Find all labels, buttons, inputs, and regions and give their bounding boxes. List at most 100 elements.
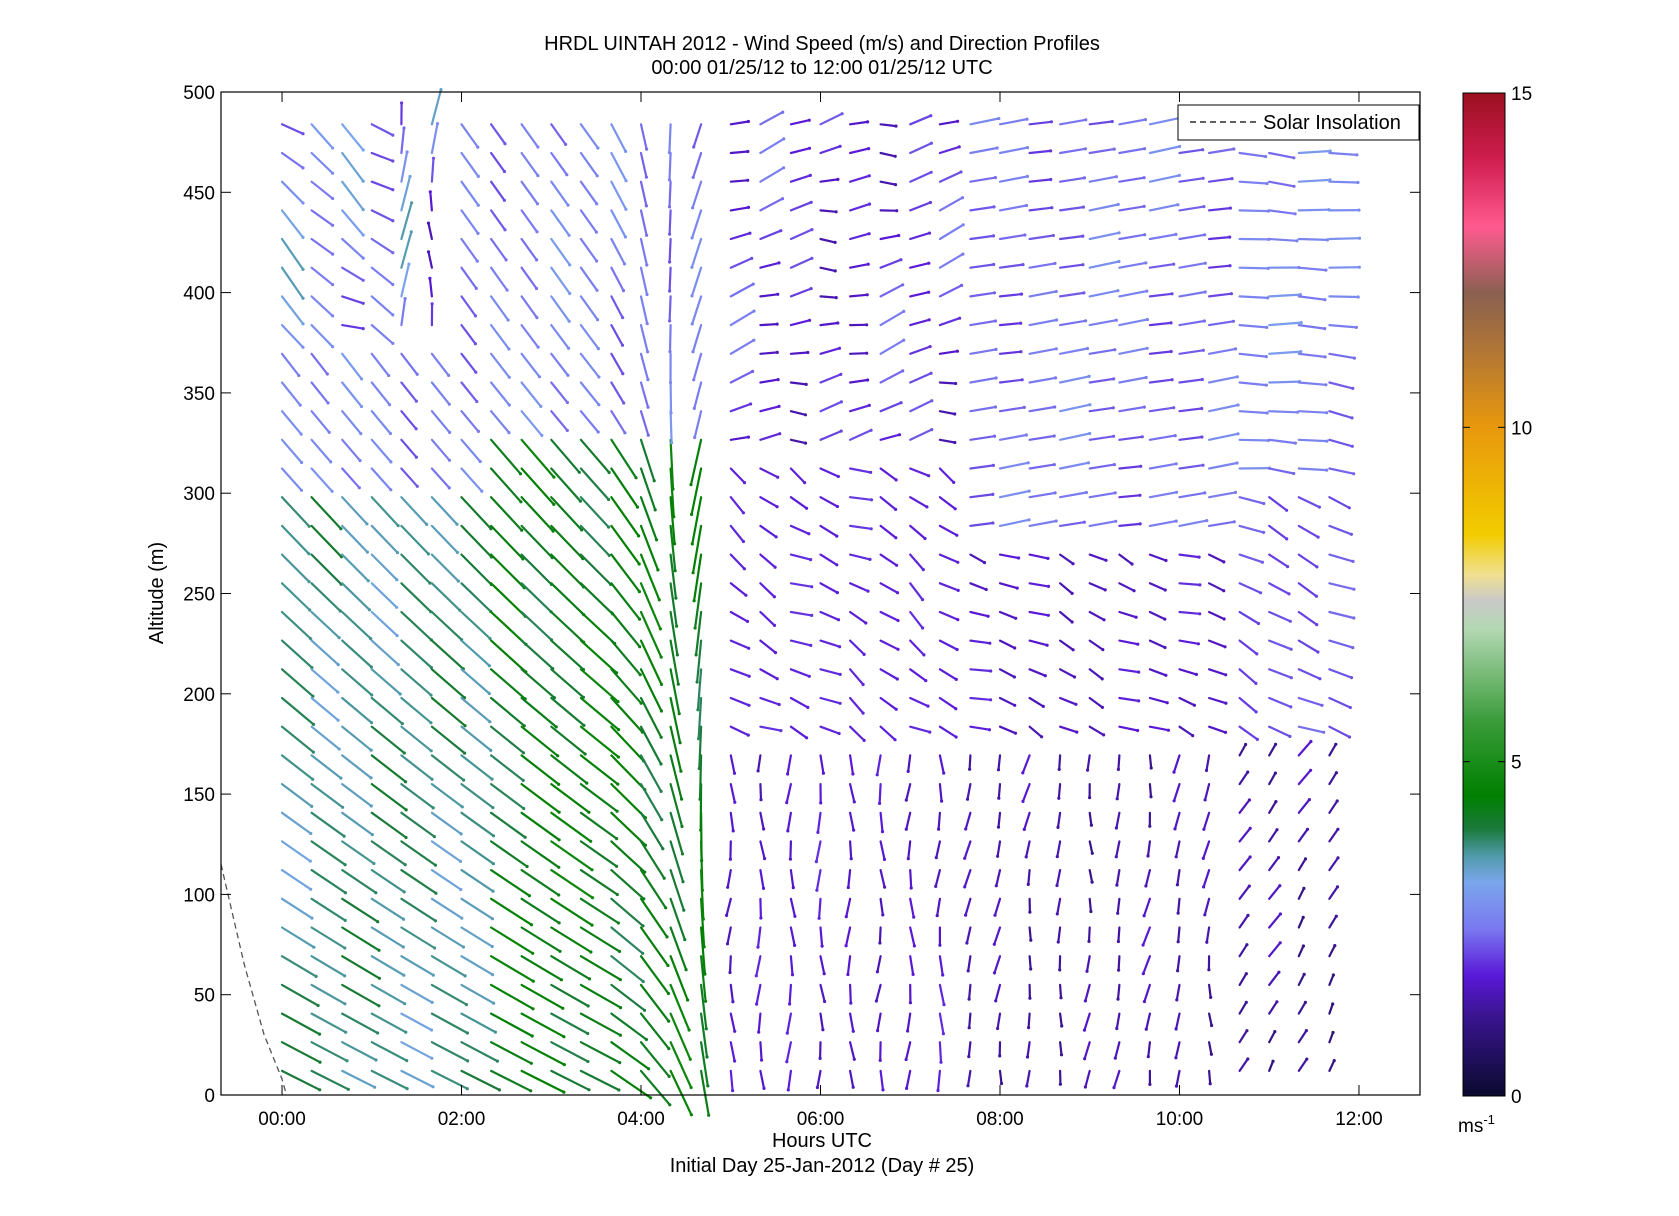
wind-vector: [669, 582, 678, 628]
wind-vector: [370, 524, 399, 554]
wind-vector: [1207, 264, 1232, 269]
wind-vector-head: [607, 525, 611, 529]
wind-vector: [1202, 840, 1211, 860]
wind-vector-head: [1055, 883, 1059, 888]
wind-vector-head: [1136, 642, 1140, 646]
wind-vector-head: [698, 797, 702, 801]
wind-vector: [639, 668, 663, 713]
wind-vector-head: [637, 534, 641, 538]
wind-vector-head: [1357, 208, 1361, 212]
wind-vector: [729, 179, 749, 183]
wind-vector-head: [308, 859, 312, 863]
wind-vector-head: [1086, 461, 1090, 465]
wind-vector-head: [587, 810, 591, 814]
wind-vector: [280, 610, 312, 640]
wind-vector: [909, 725, 931, 734]
wind-vector: [669, 410, 673, 444]
wind-vector: [998, 518, 1031, 528]
wind-vector: [1328, 352, 1356, 360]
wind-vector-head: [668, 319, 672, 323]
wind-vector-head: [731, 1089, 735, 1093]
wind-vector: [729, 696, 751, 707]
wind-vector: [1028, 178, 1052, 183]
wind-vector-head: [1070, 591, 1074, 596]
wind-vector-head: [1114, 855, 1118, 859]
wind-vector: [310, 782, 344, 809]
wind-vector-head: [1194, 672, 1198, 677]
wind-vector: [639, 524, 660, 572]
wind-vector: [1238, 725, 1259, 741]
wind-vector-head: [763, 857, 767, 861]
wind-vector: [819, 467, 840, 478]
wind-vector: [909, 171, 933, 183]
wind-vector: [879, 868, 886, 889]
wind-vector: [610, 811, 647, 847]
wind-vector-head: [1203, 798, 1207, 802]
wind-vector-head: [430, 1056, 434, 1060]
wind-vector-head: [1191, 734, 1195, 738]
wind-vector-head: [660, 818, 664, 822]
wind-vector-head: [455, 522, 459, 526]
wind-vector: [759, 405, 781, 413]
wind-vector: [938, 668, 958, 681]
wind-vector-head: [901, 283, 905, 287]
wind-vector: [759, 811, 765, 831]
wind-vector-head: [992, 291, 997, 295]
y-tick-label: 150: [183, 785, 215, 806]
wind-vector-head: [820, 944, 824, 948]
wind-vector-head: [1059, 1053, 1064, 1057]
wind-vector-head: [391, 282, 395, 287]
wind-vector: [550, 496, 583, 532]
wind-vector-head: [337, 747, 341, 751]
wind-vector: [639, 926, 670, 967]
wind-vector-head: [1137, 670, 1141, 674]
wind-vector: [370, 180, 394, 191]
wind-vector-head: [752, 309, 756, 313]
wind-vector: [1328, 582, 1356, 591]
wind-vector: [400, 868, 437, 895]
wind-vector-head: [582, 723, 586, 728]
wind-vector-head: [414, 399, 418, 403]
wind-vector: [848, 639, 866, 656]
wind-vector: [430, 1041, 469, 1063]
wind-vector-head: [1170, 378, 1174, 382]
wind-vector: [520, 983, 564, 1010]
wind-vector: [905, 1069, 912, 1090]
wind-vector-head: [434, 891, 438, 895]
wind-vector: [579, 438, 611, 474]
wind-vector-head: [1305, 827, 1310, 831]
wind-vector-head: [642, 1008, 647, 1012]
wind-vector-head: [997, 116, 1001, 121]
wind-vector: [1087, 926, 1091, 943]
wind-vector-head: [963, 885, 967, 889]
wind-vector-head: [402, 751, 406, 755]
wind-vector-head: [1292, 184, 1296, 188]
wind-vector-head: [1207, 968, 1211, 972]
wind-vector-head: [308, 608, 312, 612]
wind-vector-head: [597, 375, 601, 379]
wind-vector-head: [756, 769, 760, 773]
wind-vector-head: [557, 921, 561, 925]
wind-vector-head: [1113, 491, 1117, 495]
solar-insolation-line: [220, 864, 288, 1096]
wind-vector: [490, 381, 511, 407]
wind-vector: [460, 725, 492, 752]
chart-title: HRDL UINTAH 2012 - Wind Speed (m/s) and …: [544, 33, 1100, 55]
wind-vector: [1297, 467, 1328, 472]
wind-vector: [789, 610, 813, 617]
wind-vector: [1328, 237, 1361, 241]
wind-vector: [817, 897, 822, 920]
wind-vector-head: [777, 261, 781, 265]
wind-vector: [998, 406, 1026, 413]
wind-vector: [819, 639, 841, 648]
wind-vector-head: [476, 174, 480, 178]
wind-vector: [879, 610, 900, 622]
wind-vector: [430, 955, 467, 978]
wind-vector-head: [821, 1028, 825, 1032]
wind-vector-head: [986, 614, 990, 618]
wind-vector: [400, 782, 435, 810]
wind-vector: [909, 610, 924, 630]
wind-vector-head: [1142, 405, 1146, 409]
wind-vector-head: [1173, 434, 1177, 438]
wind-vector: [1328, 151, 1359, 156]
